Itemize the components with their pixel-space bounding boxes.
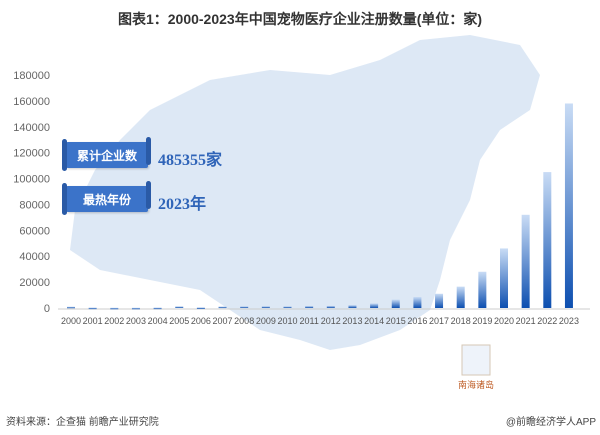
y-tick-label: 60000 — [19, 225, 50, 237]
south-sea-islands-box — [461, 344, 491, 376]
y-tick-label: 100000 — [13, 174, 50, 186]
bar-2015 — [391, 299, 400, 308]
y-tick-label: 80000 — [19, 199, 50, 211]
china-map-background — [70, 35, 540, 350]
x-tick-label: 2004 — [148, 316, 168, 326]
bar-2013 — [348, 305, 357, 308]
y-tick-label: 40000 — [19, 251, 50, 263]
x-tick-label: 2000 — [61, 316, 81, 326]
bar-2004 — [153, 307, 162, 310]
bar-2018 — [456, 286, 465, 308]
bar-2010 — [283, 306, 292, 308]
bar-2016 — [413, 296, 422, 308]
bar-2012 — [326, 305, 335, 308]
bar-2008 — [240, 306, 249, 308]
y-tick-label: 0 — [44, 303, 50, 315]
x-tick-label: 2022 — [537, 316, 557, 326]
source-note: 资料来源：企查猫 前瞻产业研究院 — [6, 417, 159, 428]
x-tick-label: 2003 — [126, 316, 146, 326]
chart-title: 图表1：2000-2023年中国宠物医疗企业注册数量(单位：家) — [117, 11, 483, 27]
y-tick-label: 160000 — [13, 96, 50, 108]
x-tick-label: 2020 — [494, 316, 514, 326]
x-tick-label: 2008 — [234, 316, 254, 326]
bar-2005 — [175, 306, 184, 308]
x-tick-label: 2007 — [213, 316, 233, 326]
y-tick-label: 120000 — [13, 148, 50, 160]
y-tick-label: 140000 — [13, 122, 50, 134]
bar-2014 — [370, 303, 379, 308]
south-sea-islands-label: 南海诸岛 — [458, 380, 495, 390]
y-tick-label: 20000 — [19, 277, 50, 289]
total-companies-badge: 累计企业数 — [62, 137, 151, 171]
bar-2021 — [521, 214, 530, 308]
x-tick-label: 2021 — [516, 316, 536, 326]
x-tick-label: 2011 — [299, 316, 318, 326]
x-tick-label: 2018 — [451, 316, 471, 326]
bar-2007 — [218, 306, 227, 309]
x-tick-label: 2002 — [104, 316, 124, 326]
x-tick-label: 2015 — [386, 316, 406, 326]
bar-2000 — [67, 306, 75, 309]
x-tick-label: 2023 — [559, 316, 579, 326]
x-tick-label: 2010 — [277, 316, 297, 326]
x-tick-label: 2006 — [191, 316, 211, 326]
bar-2011 — [305, 306, 314, 308]
x-tick-label: 2016 — [407, 316, 427, 326]
x-tick-label: 2001 — [83, 316, 103, 326]
credit-note: @前瞻经济学人APP — [505, 417, 596, 428]
bar-2017 — [435, 293, 444, 308]
x-tick-label: 2009 — [256, 316, 276, 326]
y-tick-label: 180000 — [13, 70, 50, 82]
x-tick-label: 2012 — [321, 316, 341, 326]
x-tick-label: 2005 — [169, 316, 189, 326]
bar-2019 — [478, 271, 487, 308]
bar-2001 — [88, 307, 97, 310]
bar-2022 — [543, 172, 552, 308]
x-tick-label: 2019 — [472, 316, 492, 326]
bar-2009 — [261, 306, 270, 308]
bar-2002 — [110, 307, 119, 310]
bar-2020 — [500, 248, 508, 308]
x-tick-label: 2017 — [429, 316, 449, 326]
x-tick-label: 2013 — [342, 316, 362, 326]
total-companies-value: 485355家 — [158, 152, 223, 169]
x-tick-label: 2014 — [364, 316, 384, 326]
bar-2023 — [564, 103, 573, 308]
bar-2006 — [196, 307, 205, 309]
hottest-year-value: 2023年 — [158, 196, 207, 213]
hottest-year-badge: 最热年份 — [62, 181, 151, 215]
bar-2003 — [131, 307, 140, 310]
